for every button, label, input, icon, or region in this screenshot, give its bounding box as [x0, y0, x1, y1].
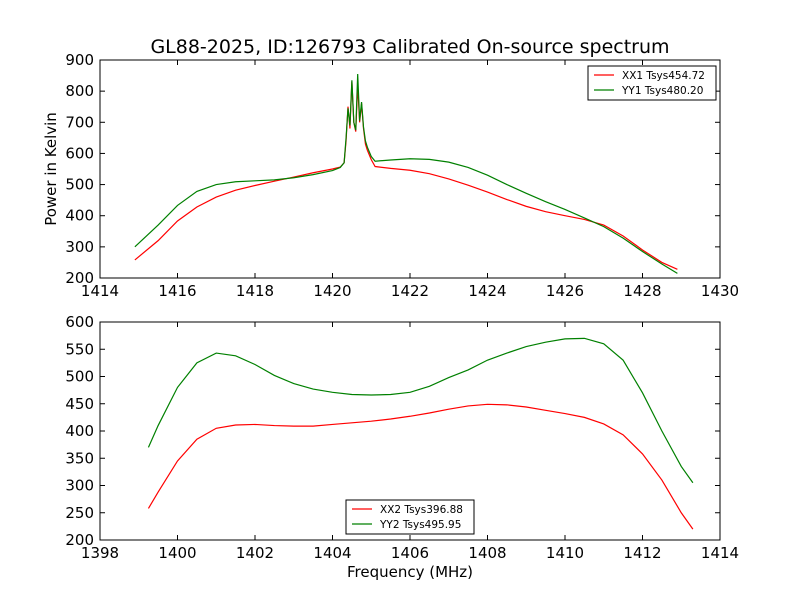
bottom-x-tick-label: 1408	[468, 544, 506, 562]
top-legend-box	[587, 65, 717, 101]
bottom-legend-label-1: XX2 Tsys396.88	[380, 504, 463, 516]
top-x-tick-label: 1420	[313, 282, 351, 300]
bottom-plot: 1398 1400 1402 1404 1406 1408 1410 1412 1414 200 2…	[65, 313, 739, 562]
top-x-tick-label: 1414	[81, 282, 119, 300]
top-y-tick-label: 300	[65, 238, 94, 256]
bottom-series-line-2	[147, 337, 694, 484]
top-x-tick-label: 1424	[468, 282, 506, 300]
top-x-tick-label: 1422	[391, 282, 429, 300]
bottom-legend-box	[345, 499, 475, 535]
bottom-y-tick-label: 400	[65, 422, 94, 440]
bottom-y-tick-label: 350	[65, 449, 94, 467]
bottom-x-tick-label: 1410	[546, 544, 584, 562]
x-axis-label: Frequency (MHz)	[347, 563, 473, 581]
top-y-tick-label: 400	[65, 207, 94, 225]
bottom-x-tick-label: 1406	[391, 544, 429, 562]
top-legend-label-1: XX1 Tsys454.72	[622, 70, 705, 82]
bottom-x-tick-label: 1412	[623, 544, 661, 562]
bottom-legend: XX2 Tsys396.88 YY2 Tsys495.95	[345, 499, 475, 535]
bottom-x-tick-label: 1398	[81, 544, 119, 562]
bottom-x-tick-label: 1414	[701, 544, 739, 562]
bottom-x-tick-label: 1400	[158, 544, 196, 562]
bottom-y-tick-label: 550	[65, 340, 94, 358]
top-x-tick-label: 1416	[158, 282, 196, 300]
top-x-tick-label: 1426	[546, 282, 584, 300]
top-plot: 1414 1416 1418 1420 1422 1424 1426 1428 1430 200 3…	[65, 51, 739, 300]
top-legend-label-2: YY1 Tsys480.20	[621, 85, 703, 97]
bottom-x-tick-label: 1404	[313, 544, 351, 562]
top-x-tick-label: 1430	[701, 282, 739, 300]
top-legend: XX1 Tsys454.72 YY1 Tsys480.20	[587, 65, 717, 101]
y-axis-label-top: Power in Kelvin	[42, 112, 60, 226]
top-y-tick-label: 200	[65, 269, 94, 287]
top-y-tick-label: 500	[65, 176, 94, 194]
bottom-y-tick-label: 500	[65, 368, 94, 386]
top-y-tick-label: 800	[65, 82, 94, 100]
bottom-y-tick-label: 200	[65, 531, 94, 549]
bottom-y-tick-label: 250	[65, 504, 94, 522]
top-y-tick-label: 900	[65, 51, 94, 69]
bottom-y-tick-label: 600	[65, 313, 94, 331]
chart-title: GL88-2025, ID:126793 Calibrated On-sourc…	[150, 36, 669, 58]
bottom-y-tick-label: 450	[65, 395, 94, 413]
bottom-series-line-1	[147, 403, 694, 530]
bottom-y-tick-label: 300	[65, 477, 94, 495]
top-series-line-2	[134, 73, 678, 274]
top-y-tick-label: 700	[65, 113, 94, 131]
top-x-tick-label: 1428	[623, 282, 661, 300]
bottom-x-tick-label: 1402	[236, 544, 274, 562]
top-x-tick-label: 1418	[236, 282, 274, 300]
top-y-tick-label: 600	[65, 144, 94, 162]
bottom-legend-label-2: YY2 Tsys495.95	[379, 519, 461, 531]
